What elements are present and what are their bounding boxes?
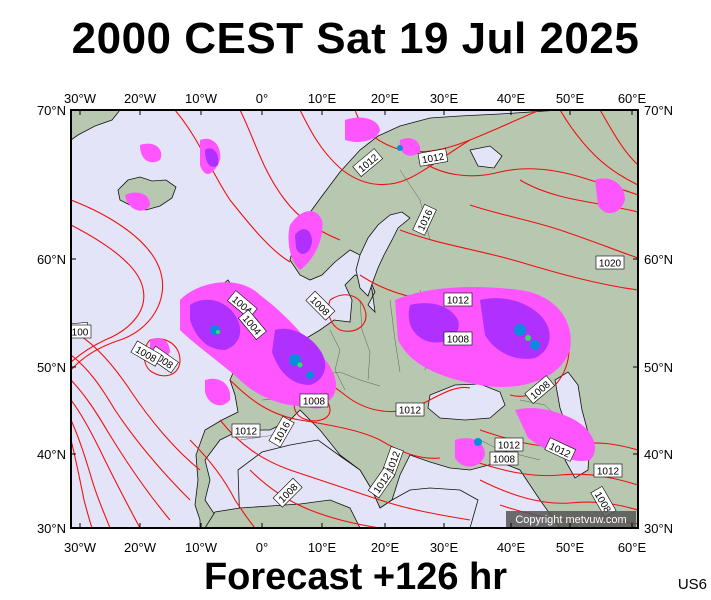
lat-label-right: 30°N	[644, 521, 673, 536]
africa-land	[204, 499, 361, 528]
copyright-box: Copyright metvuw.com	[506, 511, 636, 527]
lon-label-bottom: 30°W	[64, 540, 97, 555]
baltic-sea	[355, 211, 411, 297]
lon-label-top: 20°W	[124, 91, 157, 106]
lon-label-bottom: 0°	[256, 540, 268, 555]
lat-label-left: 30°N	[37, 521, 66, 536]
isobar-label: 1020	[595, 255, 625, 270]
rain-extreme	[216, 330, 531, 368]
isobar-label: 1012	[231, 423, 261, 438]
lat-label-right: 60°N	[644, 252, 673, 267]
lon-label-bottom: 10°W	[185, 540, 218, 555]
lat-label-left: 40°N	[37, 447, 66, 462]
isobar-label: 1008	[489, 451, 519, 466]
axis-labels: 30°W 30°W 20°W 20°W 10°W 10°W 0° 0° 10°E 10°E 20°E…	[37, 91, 673, 555]
lon-label-top: 40°E	[497, 91, 526, 106]
lat-label-left: 50°N	[37, 360, 66, 375]
lon-label-bottom: 60°E	[618, 540, 647, 555]
svg-text:1008: 1008	[493, 455, 516, 466]
svg-text:1012: 1012	[597, 467, 620, 478]
rain-heavy	[210, 145, 540, 446]
lon-label-top: 30°W	[64, 91, 97, 106]
isobar-label: 1012	[593, 463, 623, 478]
svg-text:1008: 1008	[303, 397, 326, 408]
svg-text:1008: 1008	[447, 335, 470, 346]
isobar-label: 1012	[395, 402, 425, 417]
lon-label-bottom: 20°E	[371, 540, 400, 555]
isobar-label: 1008	[443, 331, 473, 346]
lat-label-left: 60°N	[37, 252, 66, 267]
lon-label-bottom: 50°E	[556, 540, 585, 555]
lon-label-top: 10°E	[308, 91, 337, 106]
lat-label-right: 50°N	[644, 360, 673, 375]
isobar-label: 1012	[494, 437, 524, 452]
lat-label-left: 70°N	[37, 103, 66, 118]
copyright-text: Copyright metvuw.com	[515, 514, 626, 526]
lat-label-right: 70°N	[644, 103, 673, 118]
lon-label-top: 30°E	[430, 91, 459, 106]
isobar-label: 1008	[299, 393, 329, 408]
map-title: 2000 CEST Sat 19 Jul 2025	[71, 14, 640, 63]
svg-text:1020: 1020	[599, 259, 622, 270]
lon-label-top: 0°	[256, 91, 268, 106]
lon-label-top: 60°E	[618, 91, 647, 106]
greenland-land	[71, 110, 121, 141]
lon-label-top: 20°E	[371, 91, 400, 106]
svg-text:1012: 1012	[447, 296, 470, 307]
svg-text:100: 100	[72, 328, 89, 339]
svg-text:1012: 1012	[421, 152, 445, 167]
isobar-labels: 1012 101210161020101210081008100410041008…	[71, 148, 625, 518]
model-code-label: US6	[677, 576, 707, 593]
lon-label-top: 50°E	[556, 91, 585, 106]
isobar-label: 1012	[417, 148, 449, 167]
svg-text:1012: 1012	[399, 406, 422, 417]
forecast-hour-label: Forecast +126 hr	[203, 556, 508, 598]
lon-label-bottom: 40°E	[497, 540, 526, 555]
isobar-label: 1012	[443, 292, 473, 307]
svg-text:1012: 1012	[235, 427, 258, 438]
svg-text:1012: 1012	[498, 441, 521, 452]
white-sea	[469, 145, 503, 169]
map-frame	[70, 109, 639, 529]
lon-label-bottom: 10°E	[308, 540, 337, 555]
lat-label-right: 40°N	[644, 447, 673, 462]
lon-label-top: 10°W	[185, 91, 218, 106]
black-sea	[427, 383, 506, 421]
isobar-label: 100	[71, 324, 92, 339]
lon-label-bottom: 30°E	[430, 540, 459, 555]
lon-label-bottom: 20°W	[124, 540, 157, 555]
